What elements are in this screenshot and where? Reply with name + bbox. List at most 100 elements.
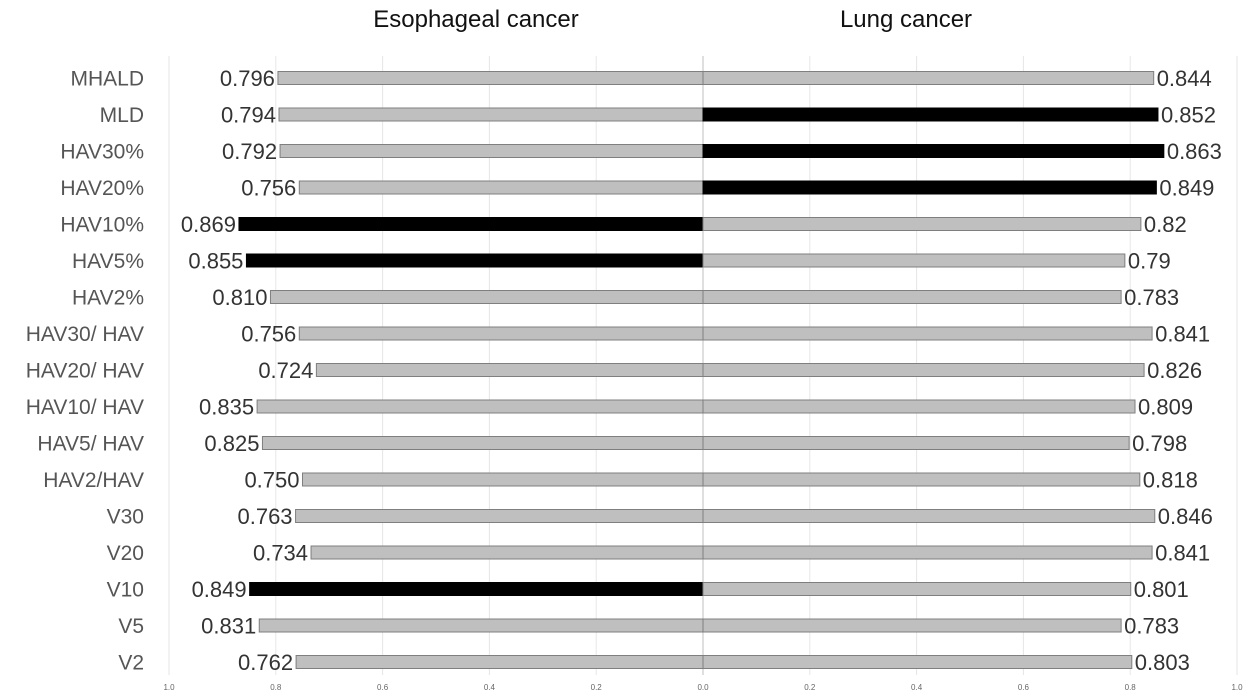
category-label: HAV30/ HAV — [26, 323, 144, 346]
x-tick-label: 0.6 — [377, 683, 389, 692]
value-label-esophageal: 0.734 — [253, 541, 308, 566]
panel-title-lung: Lung cancer — [840, 6, 972, 33]
value-label-lung: 0.809 — [1138, 395, 1193, 420]
value-label-esophageal: 0.762 — [238, 650, 293, 675]
value-label-esophageal: 0.855 — [188, 249, 243, 274]
bar-esophageal — [298, 180, 704, 195]
bar-esophageal — [249, 582, 704, 596]
bar-esophageal — [261, 436, 704, 450]
bar-lung — [702, 107, 1159, 122]
value-label-esophageal: 0.835 — [199, 395, 254, 420]
value-label-esophageal: 0.756 — [241, 176, 296, 201]
bar-lung — [702, 436, 1130, 450]
value-label-lung: 0.801 — [1134, 577, 1189, 602]
bar-esophageal — [238, 217, 704, 231]
value-label-lung: 0.826 — [1147, 358, 1202, 383]
value-label-esophageal: 0.825 — [204, 431, 259, 456]
x-tick-label: 0.4 — [484, 683, 496, 692]
value-label-esophageal: 0.796 — [220, 66, 275, 91]
x-tick-label: 0.4 — [911, 683, 923, 692]
category-label: HAV20% — [60, 177, 144, 200]
x-tick-label: 0.8 — [270, 683, 282, 692]
bar-lung — [702, 509, 1156, 523]
value-label-esophageal: 0.724 — [258, 358, 313, 383]
value-label-lung: 0.849 — [1159, 176, 1214, 201]
value-label-lung: 0.79 — [1128, 249, 1171, 274]
bar-esophageal — [310, 545, 704, 560]
value-label-esophageal: 0.763 — [237, 504, 292, 529]
category-label: V30 — [107, 506, 144, 529]
bars — [238, 71, 1165, 669]
value-label-lung: 0.783 — [1124, 614, 1179, 639]
value-label-lung: 0.783 — [1124, 285, 1179, 310]
bar-esophageal — [279, 144, 704, 158]
x-tick-label: 1.0 — [1231, 683, 1243, 692]
category-label: HAV5% — [72, 250, 144, 273]
bar-lung — [702, 545, 1153, 560]
value-label-esophageal: 0.849 — [192, 577, 247, 602]
value-label-esophageal: 0.792 — [222, 139, 277, 164]
value-label-lung: 0.803 — [1135, 650, 1190, 675]
category-label: HAV2% — [72, 287, 144, 310]
value-label-esophageal: 0.794 — [221, 103, 276, 128]
category-label: V20 — [107, 542, 144, 565]
value-label-lung: 0.841 — [1155, 322, 1210, 347]
panel-title-esophageal: Esophageal cancer — [373, 6, 578, 33]
bar-lung — [702, 399, 1136, 414]
x-tick-label: 0.6 — [1018, 683, 1030, 692]
bar-lung — [702, 363, 1145, 377]
bar-esophageal — [269, 290, 704, 304]
value-label-lung: 0.82 — [1144, 212, 1187, 237]
value-label-lung: 0.798 — [1132, 431, 1187, 456]
bar-lung — [702, 180, 1157, 195]
x-tick-label: 0.2 — [804, 683, 816, 692]
bar-esophageal — [295, 509, 704, 523]
category-label: MHALD — [70, 68, 144, 91]
bar-esophageal — [295, 655, 704, 669]
bar-lung — [702, 326, 1153, 341]
bar-lung — [702, 655, 1133, 669]
category-label: HAV20/ HAV — [26, 360, 144, 383]
bar-esophageal — [278, 107, 704, 122]
category-label: V2 — [118, 652, 144, 675]
bar-esophageal — [256, 399, 704, 414]
bar-lung — [702, 618, 1122, 633]
bar-lung — [702, 582, 1132, 596]
value-label-esophageal: 0.750 — [244, 468, 299, 493]
value-label-lung: 0.852 — [1161, 103, 1216, 128]
bar-lung — [702, 144, 1165, 158]
value-label-esophageal: 0.810 — [212, 285, 267, 310]
bar-lung — [702, 472, 1141, 487]
category-label: V5 — [118, 615, 144, 638]
bar-esophageal — [298, 326, 704, 341]
bar-esophageal — [315, 363, 704, 377]
category-label: HAV10/ HAV — [26, 396, 144, 419]
value-label-lung: 0.846 — [1158, 504, 1213, 529]
value-label-esophageal: 0.869 — [181, 212, 236, 237]
bar-lung — [702, 253, 1126, 268]
bar-esophageal — [258, 618, 704, 633]
x-tick-label: 1.0 — [163, 683, 175, 692]
bar-lung — [702, 290, 1122, 304]
x-tick-label: 0.0 — [697, 683, 709, 692]
category-label: HAV2/HAV — [43, 469, 144, 492]
value-label-lung: 0.863 — [1167, 139, 1222, 164]
value-label-lung: 0.844 — [1157, 66, 1212, 91]
bar-esophageal — [245, 253, 704, 268]
bar-lung — [702, 71, 1155, 85]
bar-esophageal — [302, 472, 704, 487]
value-label-lung: 0.818 — [1143, 468, 1198, 493]
value-label-esophageal: 0.831 — [201, 614, 256, 639]
value-label-esophageal: 0.756 — [241, 322, 296, 347]
bar-lung — [702, 217, 1142, 231]
x-tick-label: 0.2 — [591, 683, 603, 692]
category-label: V10 — [107, 579, 144, 602]
value-label-lung: 0.841 — [1155, 541, 1210, 566]
category-label: HAV5/ HAV — [37, 433, 144, 456]
category-label: MLD — [100, 104, 144, 127]
category-label: HAV30% — [60, 141, 144, 164]
x-tick-label: 0.8 — [1125, 683, 1137, 692]
bar-esophageal — [277, 71, 704, 85]
labels: 1.0 0.8 0.6 0.4 0.2 0.0 0.2 0.4 0.6 0.8 1.0 MHALD 0.… — [26, 66, 1243, 692]
